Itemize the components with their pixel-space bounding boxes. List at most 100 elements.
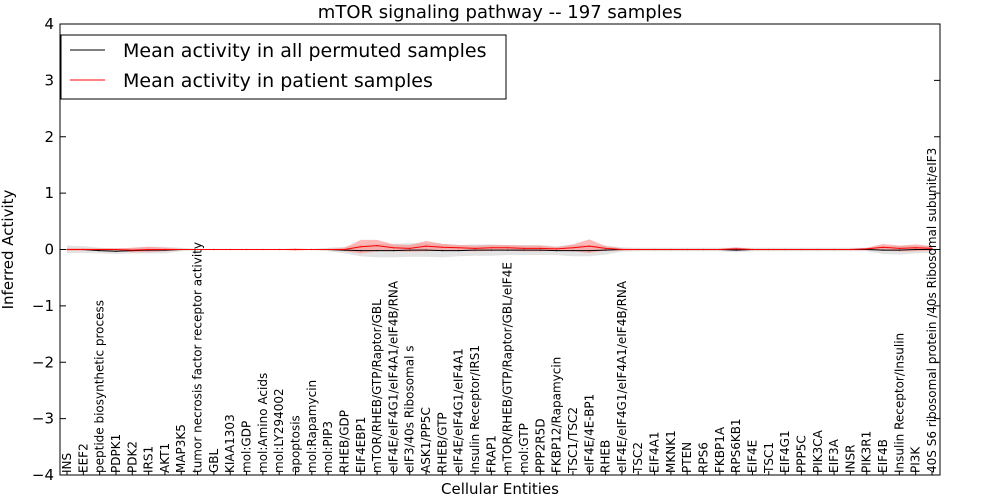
data-point-patient-34 xyxy=(621,248,623,251)
data-point-patient-21 xyxy=(409,247,411,249)
y-tick-label-0: −4 xyxy=(32,466,54,484)
data-point-permuted-24 xyxy=(458,250,460,252)
entity-label-17: RHEB/GDP xyxy=(338,410,352,473)
data-point-patient-35 xyxy=(637,248,639,251)
data-point-patient-0 xyxy=(66,248,68,251)
entity-label-26: FRAP1 xyxy=(484,435,498,473)
data-point-patient-11 xyxy=(245,248,248,251)
entity-label-0: INS xyxy=(60,453,74,473)
entity-label-21: eIF3/40s Ribosomal s xyxy=(403,345,417,473)
data-point-patient-30 xyxy=(556,248,558,250)
data-point-patient-28 xyxy=(523,247,525,249)
data-point-patient-8 xyxy=(197,248,199,251)
data-point-permuted-23 xyxy=(441,250,443,252)
data-point-patient-32 xyxy=(588,245,590,247)
data-point-patient-10 xyxy=(229,248,231,251)
legend-label-permuted: Mean activity in all permuted samples xyxy=(123,40,486,62)
data-point-patient-40 xyxy=(719,248,721,251)
data-point-permuted-30 xyxy=(556,250,558,252)
data-point-patient-20 xyxy=(392,247,394,249)
data-point-patient-19 xyxy=(376,245,378,247)
legend-label-patient: Mean activity in patient samples xyxy=(123,70,433,92)
data-point-permuted-2 xyxy=(99,250,101,252)
entity-label-22: ASK1/PP5C xyxy=(419,407,433,473)
data-point-patient-7 xyxy=(180,248,182,251)
entity-label-3: PDPK1 xyxy=(109,434,123,473)
y-axis-title: Inferred Activity xyxy=(0,189,17,309)
series-line-patient xyxy=(67,245,933,251)
data-point-patient-53 xyxy=(931,247,933,249)
data-point-permuted-33 xyxy=(605,249,607,251)
data-point-patient-43 xyxy=(768,248,770,251)
y-tick-label-6: 2 xyxy=(44,128,54,146)
entity-label-11: mol:GDP xyxy=(240,421,254,473)
entity-label-32: eIF4E/4E-BP1 xyxy=(582,394,596,473)
chart-title: mTOR signaling pathway -- 197 samples xyxy=(318,2,682,23)
entity-label-37: MKNK1 xyxy=(664,430,678,473)
entity-label-20: eIF4E/eIF4G1/eIF4A1/eIF4B/RNA xyxy=(386,280,400,473)
data-point-patient-17 xyxy=(343,248,346,251)
entity-label-15: mol:Rapamycin xyxy=(305,380,319,473)
y-tick-label-5: 1 xyxy=(44,184,54,202)
data-point-permuted-3 xyxy=(115,250,117,252)
entity-label-27: mTOR/RHEB/GTP/Raptor/GBL/eIF4E xyxy=(501,262,515,473)
data-point-patient-3 xyxy=(115,248,117,251)
entity-label-53: 40S S6 ribosomal protein /40s Ribosomal … xyxy=(925,148,939,473)
legend-box xyxy=(60,34,507,100)
entity-label-4: PDK2 xyxy=(125,441,139,473)
data-point-patient-23 xyxy=(441,246,443,248)
data-point-patient-6 xyxy=(164,248,166,251)
data-point-permuted-19 xyxy=(376,250,378,252)
entity-label-39: RPS6 xyxy=(697,442,711,473)
data-point-permuted-21 xyxy=(409,249,411,251)
data-point-permuted-52 xyxy=(915,248,917,251)
entity-label-5: IRS1 xyxy=(142,446,156,473)
data-point-permuted-20 xyxy=(392,250,394,252)
y-tick-label-2: −2 xyxy=(32,353,54,371)
entity-label-48: INSR xyxy=(843,445,857,473)
data-point-patient-18 xyxy=(360,246,362,248)
data-point-patient-29 xyxy=(539,247,541,249)
entity-label-13: mol:LY294002 xyxy=(272,388,286,473)
legend: Mean activity in all permuted samples Me… xyxy=(60,34,507,100)
entity-label-2: peptide biosynthetic process xyxy=(93,300,107,473)
entity-label-23: RHEB/GTP xyxy=(435,412,449,473)
data-point-permuted-26 xyxy=(490,249,492,251)
entity-label-47: EIF3A xyxy=(827,438,841,473)
entity-label-8: tumor necrosis factor receptor activity xyxy=(191,242,205,473)
data-point-permuted-29 xyxy=(539,249,541,251)
data-point-patient-22 xyxy=(425,245,427,247)
data-point-patient-24 xyxy=(458,247,460,249)
entity-label-42: EIF4E xyxy=(746,440,760,473)
data-point-patient-1 xyxy=(82,248,84,251)
y-tick-label-3: −1 xyxy=(32,297,54,315)
data-point-patient-31 xyxy=(572,247,574,249)
data-point-patient-5 xyxy=(148,248,150,251)
entity-label-24: eIF4E/eIF4G1/eIF4A1 xyxy=(452,348,466,473)
data-point-patient-48 xyxy=(849,248,852,251)
entity-label-7: MAP3K5 xyxy=(174,424,188,473)
data-point-patient-39 xyxy=(702,248,705,251)
data-point-permuted-50 xyxy=(882,249,884,251)
entity-label-45: PPP5C xyxy=(794,435,808,473)
entity-label-43: TSC1 xyxy=(762,442,776,474)
data-point-permuted-18 xyxy=(360,250,362,252)
entity-label-38: PTEN xyxy=(680,442,694,473)
entity-label-6: AKT1 xyxy=(158,443,172,473)
data-point-patient-51 xyxy=(898,247,901,249)
entity-label-36: EIF4A1 xyxy=(648,431,662,473)
series-lines xyxy=(66,245,933,252)
data-point-permuted-25 xyxy=(474,249,476,251)
data-point-permuted-32 xyxy=(588,250,590,252)
x-axis: INS EEF2 peptide biosynthetic process PDPK1… xyxy=(60,148,939,475)
y-axis: −4 −3 −2 −1 0 1 2 3 4 xyxy=(32,15,940,484)
entity-label-46: PIK3CA xyxy=(811,429,825,473)
entity-label-10: KIAA1303 xyxy=(223,414,237,473)
data-point-patient-27 xyxy=(507,247,509,249)
entity-label-34: eIF4E/eIF4G1/eIF4A1/eIF4B/RNA xyxy=(615,280,629,473)
data-point-permuted-27 xyxy=(507,249,509,251)
entity-label-9: GBL xyxy=(207,448,221,473)
entity-label-35: TSC2 xyxy=(631,442,645,474)
data-point-patient-42 xyxy=(751,248,754,251)
data-point-patient-26 xyxy=(490,247,492,249)
